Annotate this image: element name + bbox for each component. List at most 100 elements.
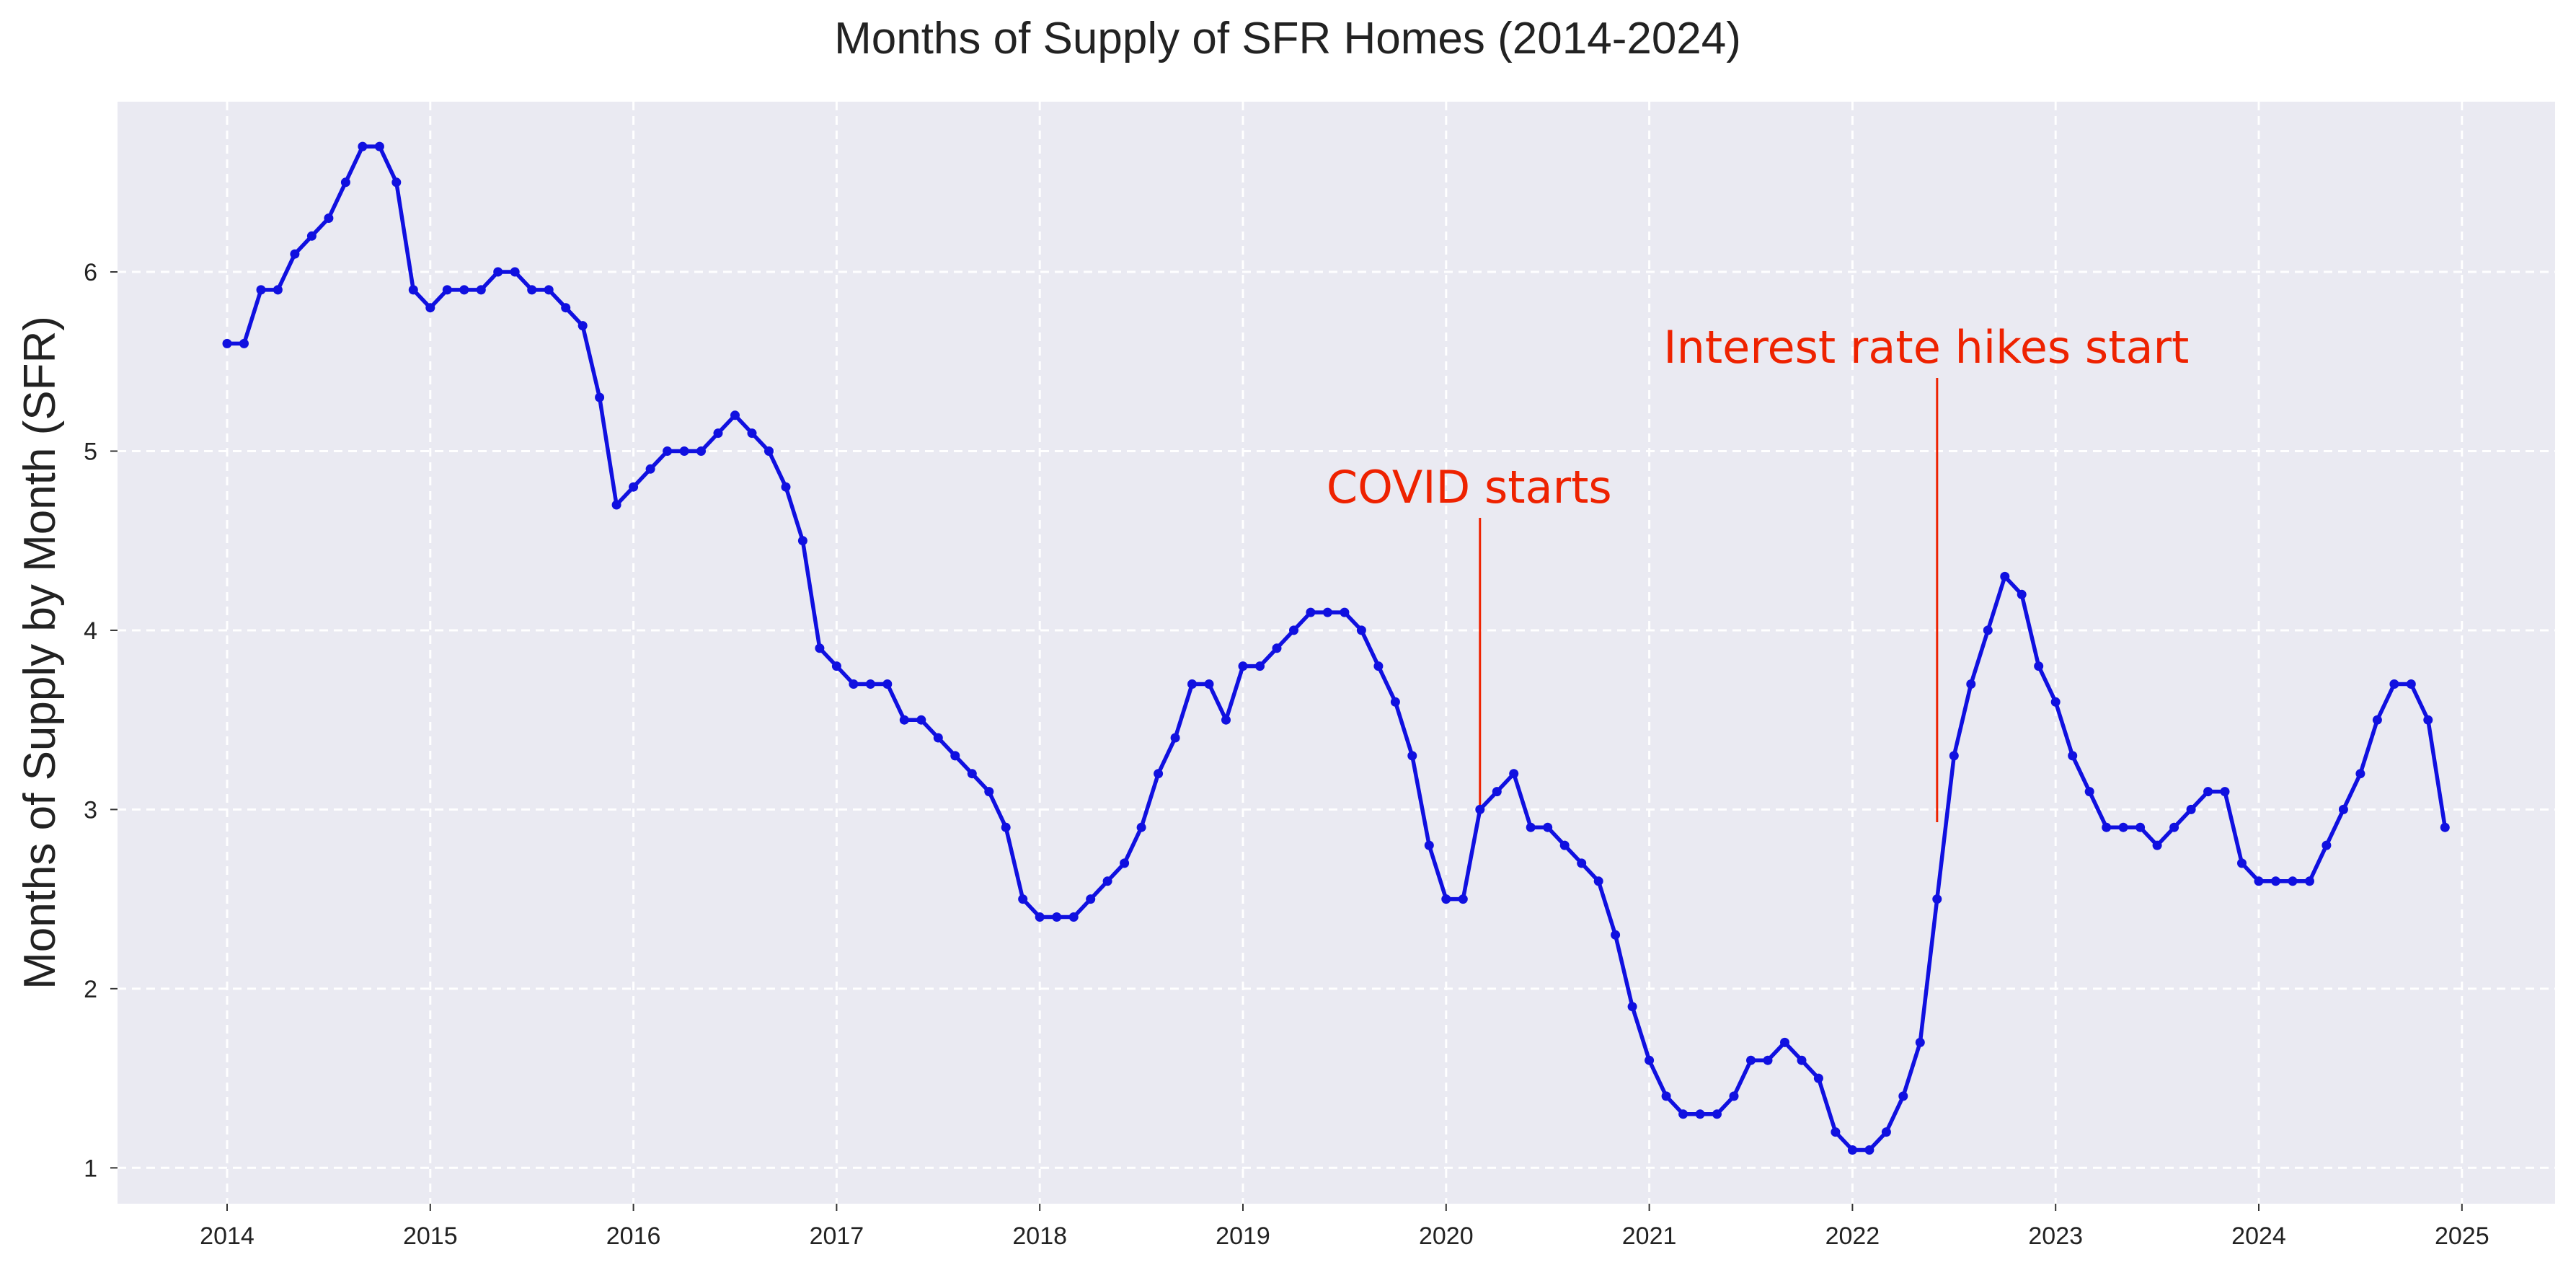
data-point [2440, 822, 2450, 832]
x-tick-label: 2015 [403, 1222, 458, 1250]
data-point [1797, 1055, 1807, 1065]
data-point [2135, 822, 2146, 832]
data-point [865, 679, 875, 689]
y-tick-label: 6 [84, 259, 97, 286]
data-point [1035, 912, 1045, 922]
data-point [1831, 1127, 1841, 1137]
data-point [2338, 804, 2348, 814]
data-point [1407, 751, 1417, 761]
x-tick-label: 2024 [2231, 1222, 2286, 1250]
data-point [2169, 822, 2179, 832]
x-tick-label: 2016 [606, 1222, 661, 1250]
data-point [459, 285, 469, 295]
data-point [1746, 1055, 1756, 1065]
annotation-label: COVID starts [1327, 461, 1612, 514]
data-point [1086, 894, 1096, 904]
plot-area [118, 102, 2555, 1204]
data-point [1492, 787, 1502, 797]
data-point [1915, 1037, 1925, 1047]
data-point [611, 500, 621, 510]
data-point [1593, 876, 1603, 886]
y-tick-label: 5 [84, 438, 97, 465]
data-point [1136, 822, 1146, 832]
data-point [1018, 894, 1028, 904]
annotations: COVID starts Interest rate hikes start [1327, 321, 2189, 822]
data-point [1509, 769, 1519, 779]
data-point [1966, 679, 1976, 689]
data-point [1847, 1145, 1857, 1155]
data-point [2034, 661, 2044, 671]
data-point [1475, 804, 1485, 814]
data-point [408, 285, 418, 295]
data-point [1627, 1002, 1637, 1012]
data-point [391, 177, 402, 188]
data-point [306, 231, 317, 241]
data-point [849, 679, 859, 689]
data-point [1712, 1109, 1722, 1119]
data-point [493, 267, 503, 277]
y-tick-label: 1 [84, 1155, 97, 1182]
data-point [797, 536, 807, 546]
data-point [1949, 751, 1959, 761]
x-tick-label: 2017 [810, 1222, 864, 1250]
data-point [1272, 643, 1282, 653]
data-point [1170, 733, 1180, 743]
data-point [1441, 894, 1451, 904]
data-point [2084, 787, 2094, 797]
data-point [663, 446, 673, 456]
data-point [916, 715, 926, 725]
axis-ticks: 2014 2015 2016 2017 2018 2019 2020 2021 2022 2023… [84, 259, 2489, 1250]
x-tick-label: 2019 [1216, 1222, 1270, 1250]
data-point [2322, 840, 2332, 850]
data-point [1306, 607, 1316, 617]
data-point [1289, 625, 1298, 635]
data-point [2389, 679, 2399, 689]
data-point [629, 482, 639, 492]
data-point [425, 303, 435, 313]
data-point [967, 769, 977, 779]
data-point [2254, 876, 2264, 886]
data-point [1390, 697, 1400, 707]
data-point [1678, 1109, 1688, 1119]
data-point [2203, 787, 2213, 797]
data-point [290, 249, 300, 259]
data-point [781, 482, 791, 492]
y-axis-label: Months of Supply by Month (SFR) [15, 316, 65, 990]
data-point [1238, 661, 1248, 671]
data-point [1898, 1091, 1908, 1101]
data-point [713, 428, 723, 439]
data-point [527, 285, 537, 295]
data-point [1763, 1055, 1773, 1065]
data-point [1068, 912, 1079, 922]
data-point [2237, 858, 2247, 868]
data-point [256, 285, 266, 295]
data-point [1645, 1055, 1655, 1065]
data-point [1729, 1091, 1739, 1101]
data-point [2288, 876, 2298, 886]
data-point [1001, 822, 1011, 832]
data-point [1255, 661, 1265, 671]
x-tick-label: 2020 [1419, 1222, 1474, 1250]
data-point [577, 321, 588, 331]
data-point [510, 267, 520, 277]
data-point [476, 285, 486, 295]
data-point [561, 303, 571, 313]
data-point [2152, 840, 2162, 850]
data-point [1661, 1091, 1671, 1101]
data-point [984, 787, 994, 797]
data-point [1881, 1127, 1891, 1137]
data-point [2186, 804, 2196, 814]
y-tick-label: 3 [84, 796, 97, 824]
data-point [1373, 661, 1384, 671]
data-point [2406, 679, 2416, 689]
data-point [1340, 607, 1350, 617]
data-point [815, 643, 825, 653]
data-point [679, 446, 689, 456]
data-point [1559, 840, 1570, 850]
data-point [273, 285, 283, 295]
data-point [899, 715, 909, 725]
data-point [1102, 876, 1112, 886]
data-point [1322, 607, 1332, 617]
data-point [1577, 858, 1587, 868]
